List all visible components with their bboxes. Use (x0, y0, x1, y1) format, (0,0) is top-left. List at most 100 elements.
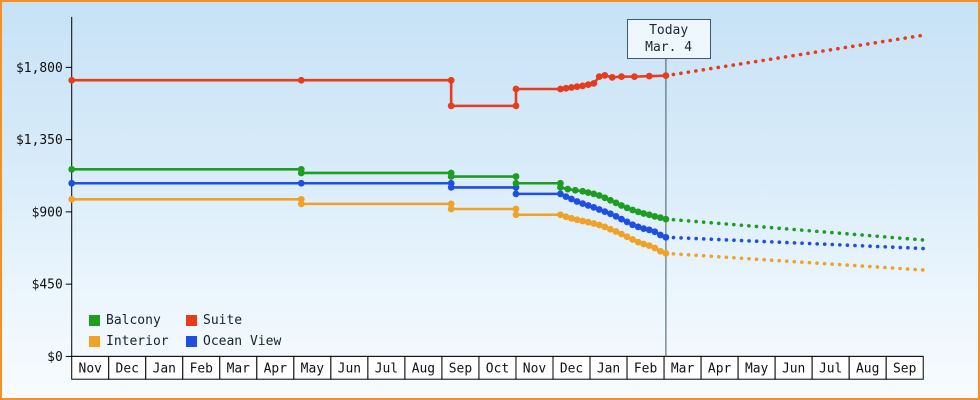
month-cell (885, 355, 924, 380)
series-point-interior (568, 214, 575, 222)
series-point-balcony (623, 204, 631, 212)
series-point-suite (568, 84, 575, 91)
series-point-interior (629, 236, 637, 243)
series-point-suite (297, 76, 305, 84)
month-label: Jun (338, 362, 361, 377)
series-point-balcony (564, 185, 572, 193)
series-point-suite (573, 83, 581, 91)
month-label: Dec (116, 362, 139, 377)
series-point-ocean-view (573, 198, 581, 205)
series-point-interior (579, 217, 587, 225)
series-point-balcony (601, 194, 609, 202)
series-point-ocean-view (595, 206, 603, 213)
series-point-interior (512, 205, 520, 213)
series-point-ocean-view (657, 231, 664, 239)
series-point-suite (590, 80, 598, 87)
series-point-interior (634, 238, 642, 246)
ocean-view-swatch-icon (186, 336, 197, 347)
series-line-suite (71, 74, 666, 108)
series-forecast-ocean-view (664, 235, 926, 251)
month-label: Jul (819, 362, 842, 377)
series-point-balcony (584, 189, 592, 196)
series-point-balcony (512, 179, 520, 187)
series-point-interior (447, 205, 455, 213)
series-point-balcony (629, 206, 637, 214)
series-forecast-interior (664, 251, 926, 272)
series-point-interior (590, 220, 598, 227)
series-point-interior (297, 200, 305, 208)
legend: Balcony Suite Interior Ocean View (89, 313, 281, 349)
series-point-balcony (634, 208, 642, 216)
month-label: Jan (153, 362, 176, 377)
series-point-ocean-view (629, 221, 637, 229)
series-point-interior (68, 195, 76, 203)
series-point-suite (512, 85, 520, 93)
series-forecast-suite (664, 33, 926, 78)
series-point-interior (662, 249, 670, 257)
legend-label-balcony: Balcony (106, 313, 161, 328)
series-point-interior (595, 221, 603, 229)
series-point-ocean-view (590, 204, 598, 211)
suite-swatch-icon (186, 315, 197, 326)
series-point-suite (579, 82, 587, 90)
month-label: Jul (375, 362, 398, 377)
series-line-interior (71, 198, 667, 255)
month-label: Mar (227, 362, 251, 377)
series-point-ocean-view (612, 212, 620, 220)
legend-item-suite: Suite (186, 313, 281, 328)
month-label: Jun (782, 362, 805, 377)
y-tick-label: $1,350 (16, 133, 63, 148)
series-point-ocean-view (607, 210, 614, 218)
series-point-balcony (557, 184, 564, 191)
series-point-suite (447, 102, 455, 110)
month-label: Aug (856, 362, 879, 377)
y-tick-label: $1,800 (16, 61, 63, 76)
series-point-suite (608, 73, 616, 81)
legend-item-ocean-view: Ocean View (186, 334, 281, 349)
series-point-ocean-view (640, 225, 648, 232)
series-point-balcony (618, 202, 625, 209)
series-point-interior (512, 211, 520, 219)
month-label: Oct (486, 362, 509, 377)
month-label: Jan (597, 362, 620, 377)
series-point-interior (640, 240, 648, 248)
series-point-balcony (579, 187, 587, 195)
series-point-ocean-view (623, 218, 631, 226)
series-point-ocean-view (584, 202, 592, 209)
month-label: Nov (523, 362, 547, 377)
series-point-interior (623, 233, 631, 241)
legend-label-interior: Interior (106, 334, 169, 349)
series-point-interior (447, 200, 455, 208)
series-point-ocean-view (557, 190, 564, 198)
series-point-ocean-view (601, 208, 609, 215)
series-point-balcony (68, 165, 76, 173)
series-point-interior (557, 211, 564, 219)
series-point-suite (562, 84, 570, 92)
month-label: Feb (190, 362, 213, 377)
series-point-suite (557, 85, 564, 93)
interior-swatch-icon (89, 336, 100, 347)
series-point-ocean-view (651, 228, 659, 236)
legend-item-interior: Interior (89, 334, 186, 349)
month-label: Sep (449, 362, 472, 377)
series-point-ocean-view (562, 193, 570, 201)
series-point-suite (601, 71, 609, 79)
series-point-suite (447, 76, 455, 84)
today-label-line1: Today (649, 23, 689, 38)
month-label: May (745, 362, 769, 377)
month-label: Nov (79, 362, 103, 377)
series-point-interior (645, 242, 653, 250)
series-point-interior (612, 228, 620, 235)
series-forecast-balcony (664, 217, 926, 242)
series-point-balcony (640, 210, 648, 217)
series-point-ocean-view (447, 184, 455, 191)
today-label-line2: Mar. 4 (645, 40, 693, 55)
series-line-balcony (71, 168, 667, 221)
series-point-balcony (571, 186, 579, 194)
series-point-suite (68, 76, 76, 84)
series-point-interior (618, 230, 625, 238)
month-label: Sep (893, 362, 916, 377)
series-point-balcony (512, 173, 520, 180)
series-point-ocean-view (68, 179, 76, 187)
